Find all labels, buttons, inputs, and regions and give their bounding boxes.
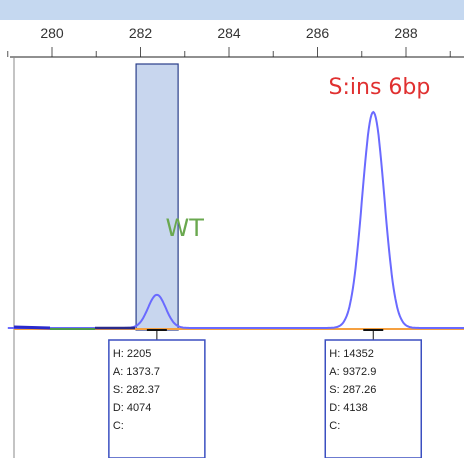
peak-label-line: H: 14352 [329, 348, 374, 360]
peak-label-box[interactable] [108, 339, 206, 458]
low-noise-blue [13, 325, 51, 330]
x-axis-ticks: 280 282 284 286 288 [7, 25, 451, 57]
trace-layer [7, 110, 464, 330]
annotation-insertion: S:ins 6bp [329, 75, 431, 100]
peak-label-line: S: 282.37 [113, 384, 160, 396]
bin-highlight[interactable] [135, 63, 179, 331]
peak-label-line: H: 2205 [113, 348, 152, 360]
peak-label-line: A: 9372.9 [329, 366, 376, 378]
peak-label-line: C: [329, 420, 340, 432]
x-tick-label: 280 [40, 25, 64, 41]
peak-label-line: S: 287.26 [329, 384, 376, 396]
annotation-layer: S:ins 6bp WT [166, 75, 431, 242]
peak-label-line: D: 4074 [113, 402, 152, 414]
peak-label-box[interactable] [324, 339, 423, 458]
peak-label-line: C: [113, 420, 124, 432]
x-tick-label: 282 [129, 25, 153, 41]
x-tick-label: 284 [217, 25, 241, 41]
x-tick-label: 288 [394, 25, 418, 41]
x-tick-label: 286 [306, 25, 330, 41]
peak-label-line: A: 1373.7 [113, 366, 160, 378]
peak-label-line: D: 4138 [329, 402, 368, 414]
annotation-wt: WT [166, 214, 205, 242]
axis-band [0, 0, 464, 20]
peak-label-layer: H: 2205 A: 1373.7 S: 282.37 D: 4074 C: H: 143… [108, 329, 423, 458]
